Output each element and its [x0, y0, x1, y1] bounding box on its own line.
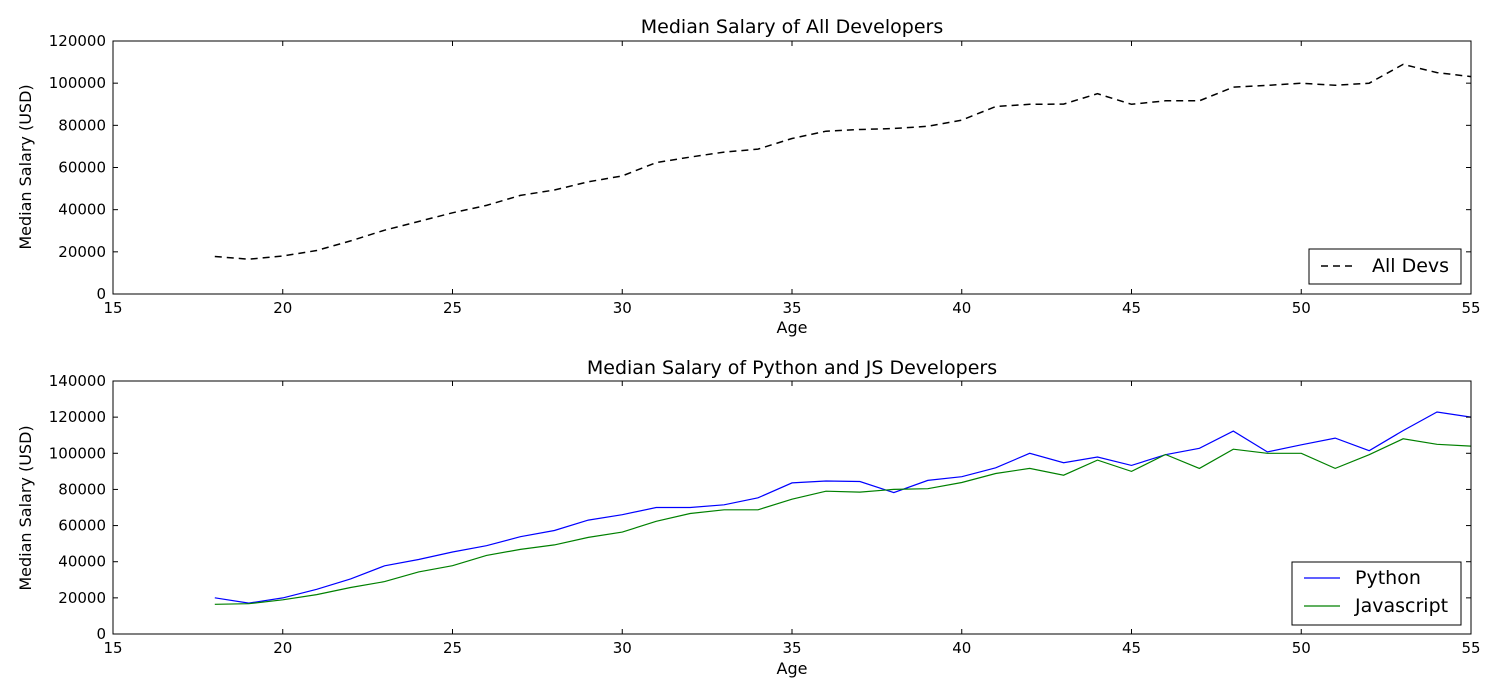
y-tick-label: 120000	[49, 32, 106, 50]
legend-box	[1308, 248, 1462, 285]
legend: All Devs	[1308, 248, 1462, 285]
y-tick-label: 80000	[58, 480, 106, 498]
x-tick-label: 15	[103, 299, 122, 317]
y-tick-label: 0	[96, 625, 106, 643]
x-tick-label: 30	[613, 639, 632, 657]
x-tick-label: 20	[273, 299, 292, 317]
chart-title: Median Salary of All Developers	[641, 16, 943, 38]
y-tick-label: 60000	[58, 159, 106, 177]
x-tick-label: 50	[1292, 639, 1311, 657]
y-axis-label: Median Salary (USD)	[16, 425, 35, 590]
x-tick-label: 20	[273, 639, 292, 657]
x-tick-label: 40	[952, 639, 971, 657]
x-tick-label: 45	[1122, 299, 1141, 317]
legend: Python Javascript	[1291, 561, 1462, 626]
python-js-chart: Median Salary of Python and JS Developer…	[16, 357, 1481, 678]
series-line-all-devs	[214, 63, 1472, 260]
series-line-javascript	[214, 438, 1472, 605]
y-axis-label: Median Salary (USD)	[16, 84, 35, 249]
y-tick-label: 100000	[49, 74, 106, 92]
x-tick-label: 35	[782, 299, 801, 317]
y-tick-label: 0	[96, 285, 106, 303]
x-tick-label: 50	[1292, 299, 1311, 317]
legend-box	[1291, 561, 1462, 626]
chart-title: Median Salary of Python and JS Developer…	[587, 357, 997, 379]
y-tick-label: 80000	[58, 116, 106, 134]
all-devs-chart: Median Salary of All Developers 15 20 25 30…	[16, 16, 1481, 337]
legend-label-javascript: Javascript	[1354, 595, 1448, 617]
y-tick-label: 20000	[58, 243, 106, 261]
y-tick-label: 20000	[58, 589, 106, 607]
plot-lines	[214, 63, 1472, 260]
x-tick-label: 35	[782, 639, 801, 657]
y-tick-label: 40000	[58, 553, 106, 571]
x-axis-label: Age	[777, 318, 808, 337]
y-tick-label: 40000	[58, 201, 106, 219]
y-tick-label: 140000	[49, 372, 106, 390]
legend-label-all-devs: All Devs	[1372, 255, 1449, 277]
axis-ticks: 15 20 25 30 35 40 45 50 55 0 20000 40000 60000 80000 1…	[49, 32, 1481, 317]
y-tick-label: 100000	[49, 444, 106, 462]
y-tick-label: 60000	[58, 517, 106, 535]
series-line-python	[214, 411, 1472, 604]
plot-lines	[214, 411, 1472, 605]
legend-label-python: Python	[1355, 567, 1421, 589]
axis-ticks: 15 20 25 30 35 40 45 50 55 0 20000 40000 60000 80000 1…	[49, 372, 1481, 657]
x-axis-label: Age	[777, 659, 808, 678]
x-tick-label: 55	[1461, 299, 1480, 317]
x-tick-label: 25	[443, 639, 462, 657]
x-tick-label: 15	[103, 639, 122, 657]
x-tick-label: 55	[1461, 639, 1480, 657]
x-tick-label: 45	[1122, 639, 1141, 657]
x-tick-label: 30	[613, 299, 632, 317]
x-tick-label: 25	[443, 299, 462, 317]
y-tick-label: 120000	[49, 408, 106, 426]
x-tick-label: 40	[952, 299, 971, 317]
